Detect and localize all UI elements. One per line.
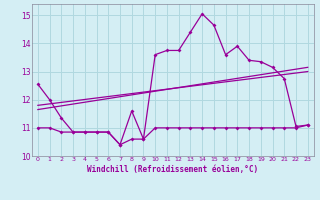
X-axis label: Windchill (Refroidissement éolien,°C): Windchill (Refroidissement éolien,°C) [87,165,258,174]
